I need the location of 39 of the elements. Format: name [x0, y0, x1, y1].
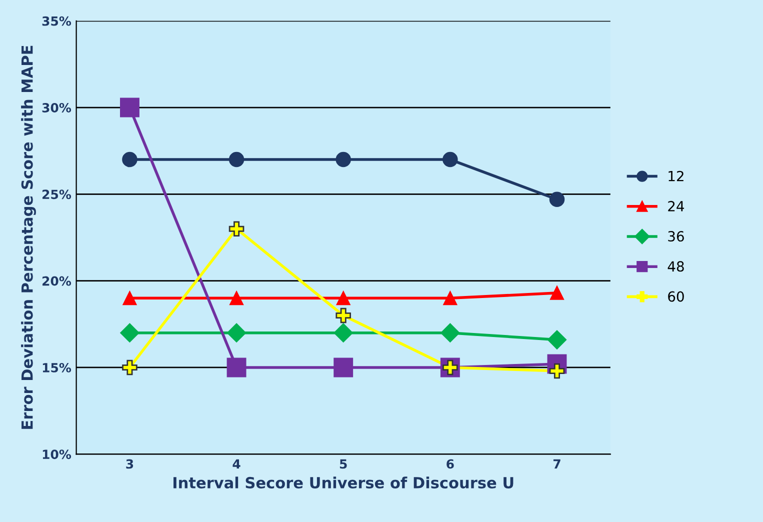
legend-label: 60	[668, 291, 684, 302]
point	[442, 152, 458, 168]
x-tick-label: 7	[553, 459, 560, 468]
point	[120, 323, 140, 342]
point	[443, 291, 458, 306]
point	[336, 308, 351, 324]
legend-label: 36	[668, 231, 684, 242]
x-axis-title: Interval Secore Universe of Discourse U	[174, 476, 514, 488]
point	[230, 291, 244, 306]
point	[122, 360, 138, 376]
point	[122, 152, 138, 168]
point	[440, 323, 460, 342]
point	[122, 291, 137, 306]
y-tick-label: 35%	[42, 16, 72, 26]
legend-label: 48	[668, 261, 684, 272]
y-tick-label: 15%	[42, 362, 72, 372]
point	[334, 358, 354, 378]
point	[336, 152, 351, 168]
point	[228, 152, 244, 168]
legend-label: 12	[668, 170, 684, 182]
y-tick-label: 30%	[42, 103, 72, 112]
y-axis-title: Error Deviation Percentage Score with MAPE	[21, 46, 36, 429]
point	[550, 286, 564, 300]
point	[228, 221, 244, 236]
point	[549, 192, 565, 208]
point	[120, 98, 140, 118]
x-tick-label: 4	[232, 459, 240, 468]
y-tick-label: 25%	[42, 190, 72, 200]
point	[336, 291, 350, 306]
x-tick-label: 6	[446, 459, 454, 469]
y-tick-label: 10%	[42, 450, 72, 460]
point	[547, 330, 567, 350]
point	[226, 323, 246, 342]
legend-label: 24	[668, 200, 684, 212]
point	[334, 323, 353, 342]
point	[226, 358, 246, 378]
x-tick-label: 5	[340, 459, 347, 469]
x-tick-label: 3	[126, 459, 134, 469]
y-tick-label: 20%	[42, 276, 72, 286]
